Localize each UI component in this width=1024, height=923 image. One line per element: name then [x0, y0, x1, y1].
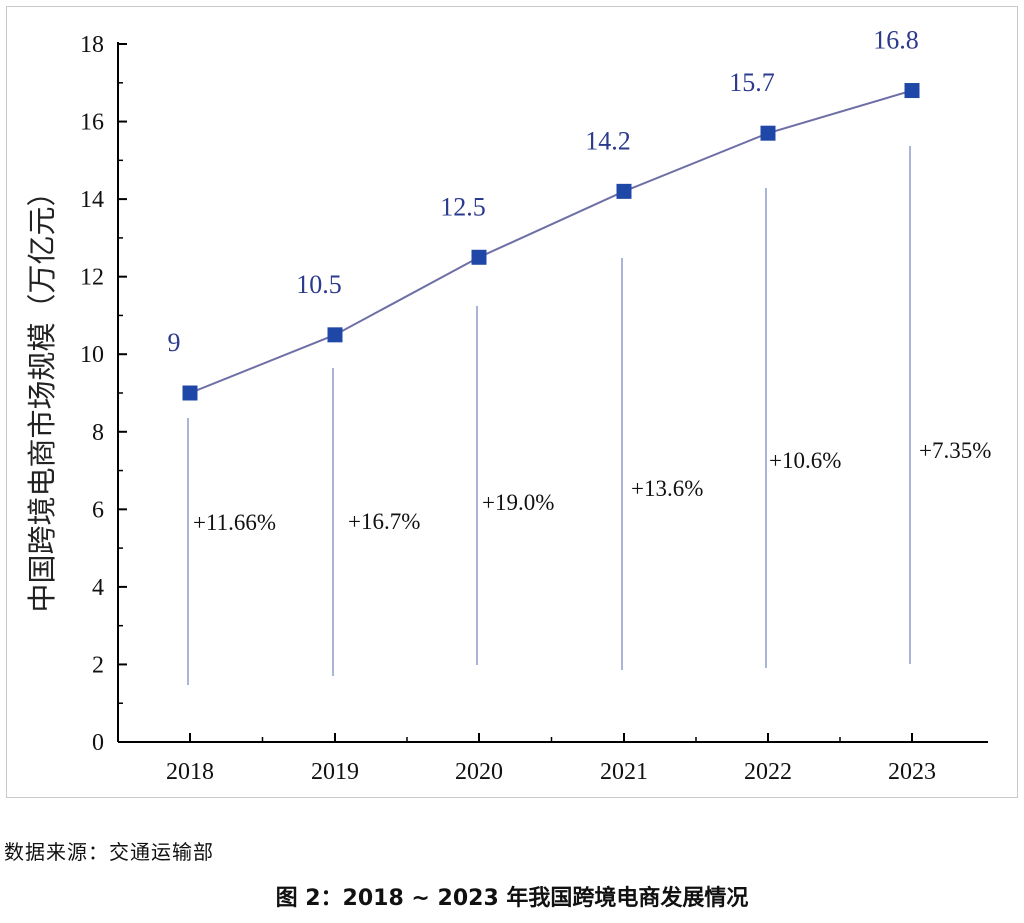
- data-point-marker: [904, 83, 920, 99]
- y-tick-label: 6: [92, 497, 104, 523]
- growth-rate-label: +19.0%: [482, 490, 554, 515]
- growth-rate-label: +13.6%: [631, 476, 703, 501]
- data-value-label: 14.2: [585, 126, 631, 155]
- axes: 0 2 4 6 8 10 12 14 16 18 2018 2019 2020 2021 2022 2023 中…: [25, 32, 988, 785]
- y-tick-label: 18: [80, 32, 104, 58]
- data-point-marker: [616, 183, 632, 199]
- growth-rate-label: +10.6%: [769, 448, 841, 473]
- data-point-marker: [760, 125, 776, 141]
- y-tick-label: 10: [80, 342, 104, 368]
- x-tick-label: 2019: [311, 759, 359, 785]
- data-point-marker: [327, 327, 343, 343]
- growth-rate-label: +16.7%: [348, 509, 420, 534]
- data-point-marker: [182, 385, 198, 401]
- x-tick-label: 2022: [744, 759, 792, 785]
- chart-frame: [6, 6, 1018, 798]
- data-value-label: 10.5: [296, 270, 342, 299]
- series-line: [189, 89, 913, 394]
- y-tick-label: 4: [92, 575, 104, 601]
- y-tick-label: 14: [80, 187, 104, 213]
- data-value-label: 16.8: [873, 26, 919, 55]
- y-tick-label: 8: [92, 420, 104, 446]
- y-tick-label: 12: [80, 265, 104, 291]
- markers: [182, 83, 920, 401]
- x-tick-label: 2018: [166, 759, 214, 785]
- data-point-marker: [471, 249, 487, 265]
- drop-lines: [187, 146, 911, 685]
- x-tick-label: 2020: [455, 759, 503, 785]
- source-note: 数据来源：交通运输部: [4, 840, 214, 864]
- data-value-label: 15.7: [729, 68, 775, 97]
- data-value-label: 12.5: [440, 192, 486, 221]
- y-tick-label: 0: [92, 730, 104, 756]
- labels: 9 +11.66% 10.5 +16.7% 12.5 +19.0% 14.2 +13.6% 15…: [168, 26, 992, 535]
- x-tick-label: 2021: [600, 759, 648, 785]
- growth-rate-label: +7.35%: [919, 438, 991, 463]
- y-tick-label: 2: [92, 652, 104, 678]
- data-value-label: 9: [168, 328, 181, 357]
- y-axis-label: 中国跨境电商市场规模（万亿元）: [25, 177, 59, 612]
- growth-rate-label: +11.66%: [193, 510, 276, 535]
- series-line-group: [189, 89, 913, 394]
- figure-caption: 图 2：2018 ~ 2023 年我国跨境电商发展情况: [275, 886, 749, 911]
- x-tick-label: 2023: [888, 759, 936, 785]
- y-tick-label: 16: [80, 110, 104, 136]
